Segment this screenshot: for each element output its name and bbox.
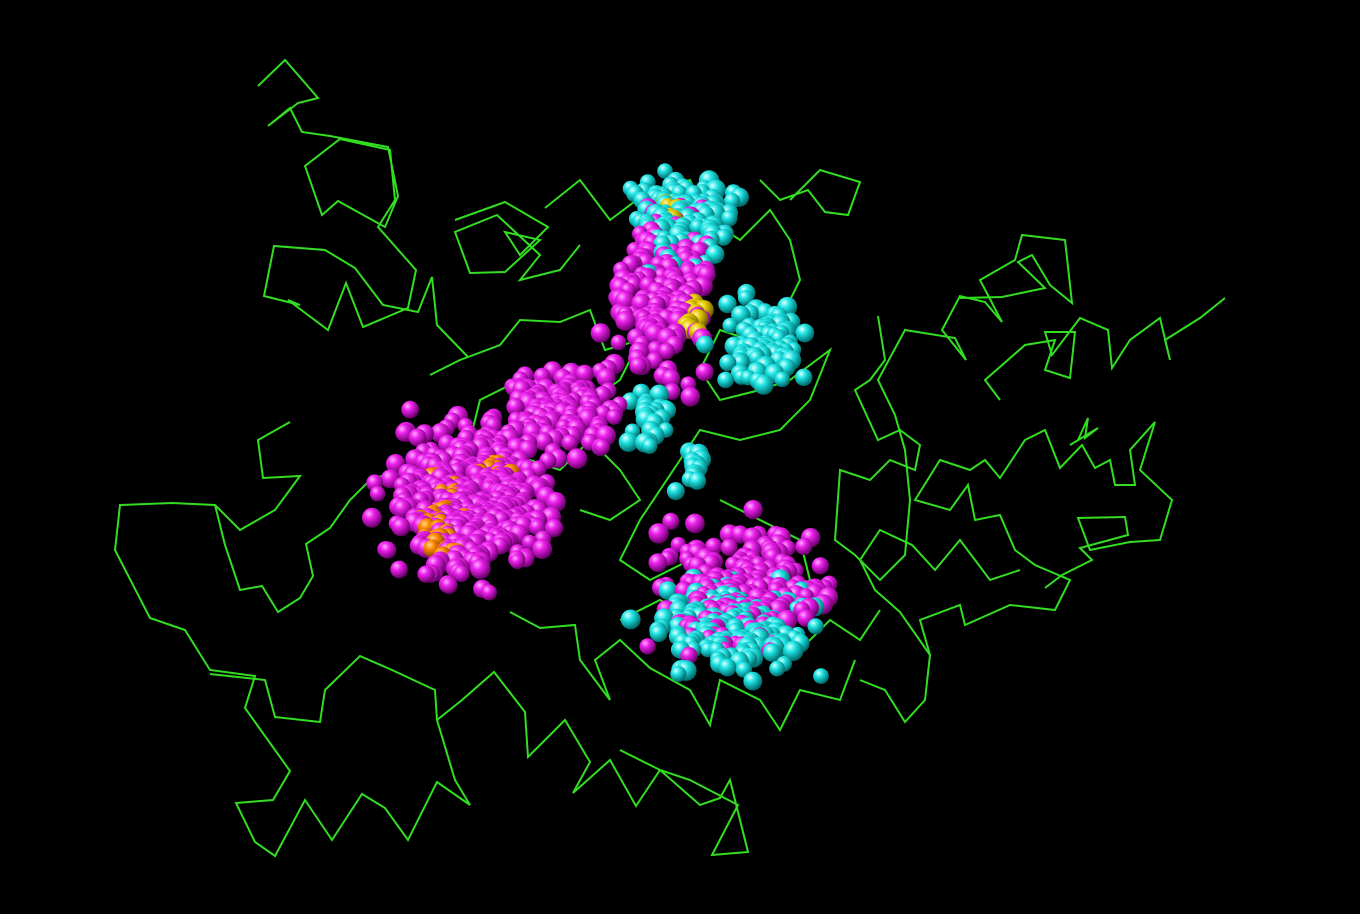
atom-sphere: [615, 310, 636, 331]
atom-sphere: [721, 210, 738, 227]
atom-sphere: [606, 409, 623, 425]
atom-sphere: [783, 640, 804, 661]
atom-sphere: [795, 537, 813, 555]
backbone-trace-segment: [859, 421, 1174, 724]
atom-sphere: [590, 323, 611, 343]
atom-sphere: [722, 317, 739, 334]
atom-sphere: [661, 369, 681, 388]
atom-sphere: [596, 368, 616, 388]
atom-sphere: [795, 368, 813, 386]
backbone-trace-segment: [509, 611, 856, 732]
atom-sphere: [695, 363, 714, 381]
atom-sphere: [795, 323, 815, 343]
backbone-trace-segment: [257, 58, 469, 358]
atom-sphere: [743, 671, 763, 691]
atom-sphere: [769, 660, 785, 677]
atom-sphere: [718, 658, 737, 677]
atom-sphere: [662, 512, 680, 530]
atom-sphere: [685, 513, 705, 534]
atom-sphere: [657, 163, 673, 179]
atom-sphere: [719, 354, 737, 372]
atom-sphere: [369, 486, 386, 502]
atom-sphere: [506, 397, 525, 416]
atom-sphere: [566, 448, 588, 469]
atom-sphere: [509, 553, 526, 569]
atom-sphere: [718, 294, 737, 314]
atom-sphere: [807, 618, 824, 635]
atom-sphere: [593, 438, 611, 456]
atom-sphere: [811, 557, 829, 575]
backbone-trace-lines: [113, 58, 1226, 858]
atom-sphere: [401, 400, 419, 419]
atom-sphere: [610, 334, 627, 351]
atom-spheres: [362, 163, 839, 691]
atom-sphere: [532, 539, 553, 559]
atom-sphere: [717, 371, 734, 389]
atom-sphere: [379, 541, 397, 559]
atom-sphere: [762, 643, 782, 662]
atom-sphere: [743, 500, 763, 520]
atom-sphere: [649, 384, 669, 405]
backbone-trace-segment: [759, 168, 862, 217]
atom-sphere: [737, 290, 754, 306]
atom-sphere: [440, 576, 458, 594]
atom-sphere: [417, 565, 435, 583]
atom-sphere: [641, 438, 658, 454]
atom-sphere: [696, 335, 714, 354]
atom-sphere: [452, 565, 470, 582]
atom-sphere: [753, 374, 774, 395]
atom-sphere: [648, 523, 669, 544]
backbone-trace-segment: [858, 528, 1021, 656]
atom-sphere: [544, 518, 564, 538]
atom-sphere: [666, 482, 685, 501]
atom-sphere: [575, 364, 594, 384]
atom-sphere: [648, 553, 668, 572]
atom-sphere: [561, 434, 578, 451]
atom-sphere: [620, 609, 641, 630]
atom-sphere: [618, 432, 639, 452]
atom-sphere: [470, 558, 491, 579]
atom-sphere: [680, 647, 698, 665]
backbone-trace-segment: [983, 297, 1226, 401]
atom-sphere: [813, 668, 829, 684]
backbone-trace-segment: [1069, 417, 1099, 446]
backbone-trace-segment: [436, 670, 750, 857]
atom-sphere: [680, 386, 701, 407]
backbone-trace-segment: [833, 233, 1074, 582]
atom-sphere: [649, 624, 668, 642]
atom-sphere: [629, 357, 647, 375]
atom-sphere: [720, 538, 738, 556]
atom-sphere: [391, 517, 411, 537]
atom-sphere: [408, 428, 427, 447]
atom-sphere: [481, 584, 497, 601]
atom-sphere: [362, 507, 382, 528]
atom-sphere: [688, 472, 707, 490]
atom-sphere: [639, 638, 656, 655]
atom-sphere: [390, 560, 408, 579]
backbone-trace-segment: [453, 200, 581, 282]
atom-sphere: [658, 342, 675, 360]
atom-sphere: [774, 371, 790, 388]
atom-sphere: [670, 665, 687, 682]
